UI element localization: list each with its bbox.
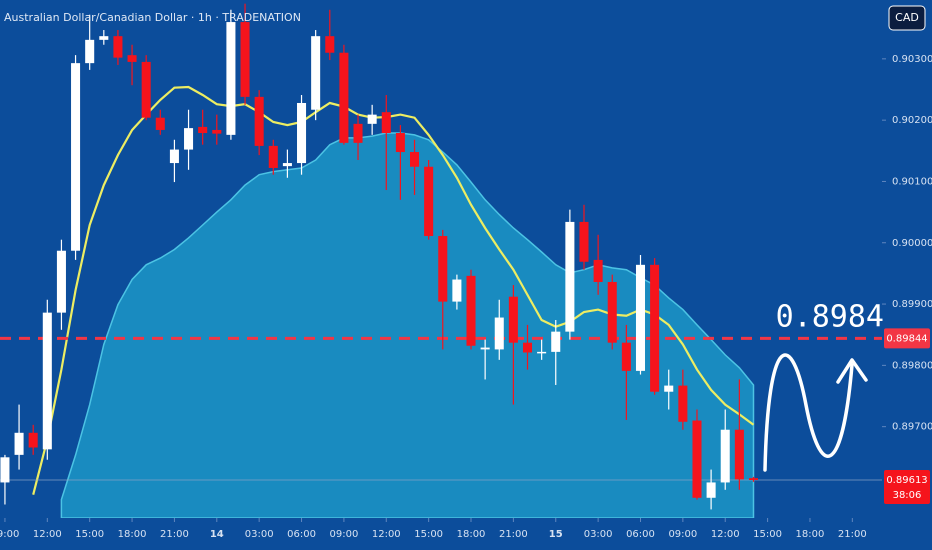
axes: 0.90300 0.90200 0.90100 0.90000 0.89900 0.898…: [0, 54, 932, 540]
candle-body: [169, 149, 179, 164]
candle-body: [748, 478, 758, 480]
candle-body: [494, 317, 504, 350]
x-tick-label: 18:00: [796, 529, 825, 540]
x-tick-label: 15: [549, 529, 563, 540]
currency-box[interactable]: [888, 5, 926, 31]
price-annotation: 0.8984: [776, 300, 884, 335]
x-tick-label: 15:00: [414, 529, 443, 540]
chart-title: Australian Dollar/Canadian Dollar · 1h ·…: [4, 11, 301, 24]
candle-body: [734, 429, 744, 480]
x-tick-label: 21:00: [160, 529, 189, 540]
price-line-label-box: [884, 328, 930, 349]
last-price-label: 0.89613: [886, 475, 927, 486]
candle-body: [226, 22, 236, 135]
countdown-label: 38:06: [893, 490, 922, 501]
plot-area: [0, 3, 882, 518]
candle-body: [28, 432, 38, 448]
candle-body: [522, 342, 533, 353]
y-tick-label: 0.89700: [892, 422, 932, 433]
x-tick-label: 18:00: [118, 529, 147, 540]
candle-body: [71, 63, 81, 251]
candle-body: [311, 36, 321, 110]
y-tick-label: 0.90300: [892, 54, 932, 65]
price-line-label: 0.89844: [886, 333, 927, 344]
candle-body: [367, 114, 377, 124]
last-price-box: [884, 469, 930, 504]
candle-body: [664, 385, 674, 392]
candle-body: [466, 275, 476, 346]
candle-body: [692, 420, 702, 498]
candle-body: [452, 279, 462, 302]
candle-body: [593, 259, 603, 282]
y-tick-label: 0.89900: [892, 299, 932, 310]
candle-body: [127, 55, 137, 62]
x-tick-label: 18:00: [457, 529, 486, 540]
candle-body: [381, 112, 391, 134]
candle-body: [99, 36, 109, 40]
x-tick-label: 09:00: [329, 529, 358, 540]
drawn-arrowhead: [836, 358, 868, 384]
candle-body: [678, 385, 688, 422]
x-tick-label: 09:00: [668, 529, 697, 540]
x-tick-label: 12:00: [33, 529, 62, 540]
x-tick-label: 03:00: [584, 529, 613, 540]
candle-body: [282, 163, 292, 167]
x-tick-label: 06:00: [626, 529, 655, 540]
candle-body: [240, 22, 250, 97]
candle-body: [706, 482, 716, 498]
candle-body: [339, 52, 349, 143]
x-tick-label: 15:00: [75, 529, 104, 540]
candle-body: [395, 133, 405, 153]
x-tick-label: 14: [210, 529, 224, 540]
candle-body: [650, 264, 660, 392]
currency-label[interactable]: CAD: [895, 11, 919, 24]
candle-body: [0, 457, 10, 483]
candle-body: [184, 128, 194, 150]
candle-body: [353, 123, 363, 143]
candle-body: [607, 281, 617, 343]
candle-body: [297, 102, 307, 164]
x-tick-label: 06:00: [287, 529, 316, 540]
candle-body: [565, 221, 575, 332]
moving-average-line: [32, 85, 755, 495]
candle-body: [438, 236, 448, 302]
x-tick-label: 12:00: [711, 529, 740, 540]
candle-body: [14, 432, 24, 455]
candle-body: [254, 96, 264, 146]
candle-body: [56, 250, 66, 313]
candle-body: [409, 152, 420, 167]
candle-body: [113, 36, 123, 58]
candle-body: [537, 351, 547, 354]
candle-body: [141, 61, 151, 118]
candle-body: [212, 129, 222, 134]
y-tick-label: 0.89800: [892, 360, 932, 371]
candle-body: [198, 126, 208, 134]
candle-body: [268, 145, 278, 168]
x-tick-label: 21:00: [499, 529, 528, 540]
candle-body: [325, 36, 335, 53]
candle-body: [720, 429, 730, 483]
candle-body: [424, 166, 434, 237]
area: [60, 132, 755, 518]
candle-body: [508, 296, 518, 343]
candle-body: [480, 347, 490, 350]
candle-body: [579, 221, 589, 262]
candle-body: [85, 39, 95, 64]
x-tick-label: 21:00: [838, 529, 867, 540]
candle-body: [621, 342, 631, 371]
x-tick-label: 12:00: [372, 529, 401, 540]
x-tick-label: 03:00: [245, 529, 274, 540]
candle-body: [155, 117, 165, 130]
x-tick-label: 15:00: [753, 529, 782, 540]
y-tick-label: 0.90200: [892, 115, 932, 126]
candle-body: [42, 312, 52, 450]
candle-body: [551, 331, 561, 352]
candle-body: [635, 264, 646, 371]
y-tick-label: 0.90100: [892, 176, 932, 187]
x-tick-label: 09:00: [0, 529, 19, 540]
y-tick-label: 0.90000: [892, 238, 932, 249]
drawn-wave: [763, 353, 854, 472]
